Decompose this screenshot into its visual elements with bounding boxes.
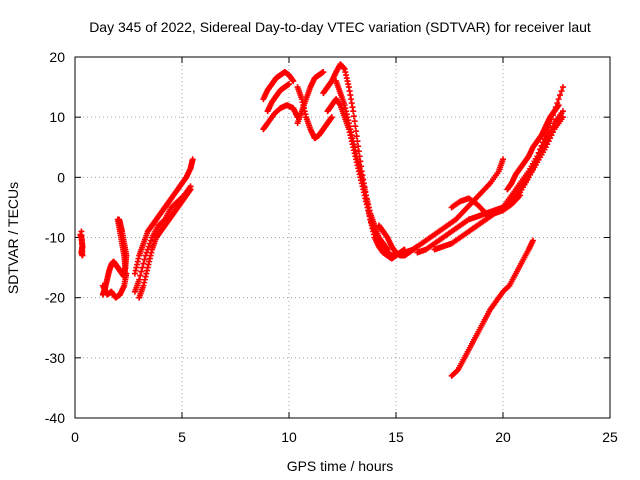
data-point: [557, 92, 564, 99]
y-axis-label: SDTVAR / TECUs: [5, 182, 21, 294]
data-point: [542, 144, 549, 151]
data-point: [143, 249, 150, 256]
data-point: [187, 183, 194, 190]
data-point: [559, 84, 566, 91]
x-tick-label: 0: [71, 429, 79, 445]
data-point: [160, 217, 167, 224]
chart-title: Day 345 of 2022, Sidereal Day-to-day VTE…: [89, 19, 591, 35]
data-point: [559, 114, 566, 121]
data-point: [544, 141, 551, 148]
data-point: [353, 133, 360, 140]
data-point: [144, 246, 151, 253]
x-tick-label: 25: [602, 429, 618, 445]
data-point: [290, 78, 297, 85]
gridlines: [75, 57, 610, 418]
data-point: [535, 149, 542, 156]
data-point: [122, 264, 129, 271]
data-point: [534, 153, 541, 160]
y-tick-label: 20: [49, 49, 65, 65]
data-point: [529, 237, 536, 244]
data-point: [350, 113, 357, 120]
data-point: [146, 240, 153, 247]
data-point: [558, 88, 565, 95]
data-point: [189, 156, 196, 163]
data-point: [123, 270, 130, 277]
data-point: [78, 228, 85, 235]
data-point: [355, 143, 362, 150]
y-tick-label: -30: [45, 350, 65, 366]
y-tick-label: -10: [45, 230, 65, 246]
data-point: [286, 81, 292, 88]
y-tick-label: 0: [57, 169, 65, 185]
data-point: [145, 243, 152, 250]
data-point: [545, 138, 552, 145]
data-point: [517, 192, 524, 199]
y-tick-label: 10: [49, 109, 65, 125]
x-tick-label: 10: [281, 429, 297, 445]
data-point: [549, 129, 556, 136]
x-axis-label: GPS time / hours: [287, 458, 394, 474]
data-point: [137, 272, 144, 279]
data-point: [548, 132, 555, 139]
data-point: [500, 156, 506, 163]
data-point: [320, 69, 327, 76]
data-points: [77, 61, 566, 379]
data-point: [136, 276, 143, 283]
data-point: [539, 139, 546, 146]
data-point: [549, 123, 556, 130]
x-tick-label: 20: [495, 429, 511, 445]
x-tick-label: 5: [178, 429, 186, 445]
data-point: [138, 268, 145, 275]
x-tick-label: 15: [388, 429, 404, 445]
data-point: [353, 128, 360, 135]
data-point: [352, 123, 359, 130]
data-point: [555, 96, 562, 103]
data-point: [538, 142, 545, 149]
data-point: [328, 114, 335, 121]
data-point: [547, 135, 554, 142]
data-point: [140, 260, 147, 267]
y-tick-label: -40: [45, 410, 65, 426]
data-point: [351, 118, 358, 125]
data-point: [147, 237, 154, 244]
data-point: [142, 252, 149, 259]
data-point: [453, 367, 460, 374]
data-point: [537, 146, 544, 153]
y-tick-label: -20: [45, 290, 65, 306]
data-point: [555, 102, 562, 109]
axis-ticks: 0 5 10 15 20 25 -40 -30 -20 -10 0 10 20: [45, 49, 618, 445]
data-point: [141, 256, 148, 263]
data-point: [350, 108, 357, 115]
data-point: [139, 264, 146, 271]
data-point: [505, 283, 512, 290]
data-point: [559, 108, 566, 115]
